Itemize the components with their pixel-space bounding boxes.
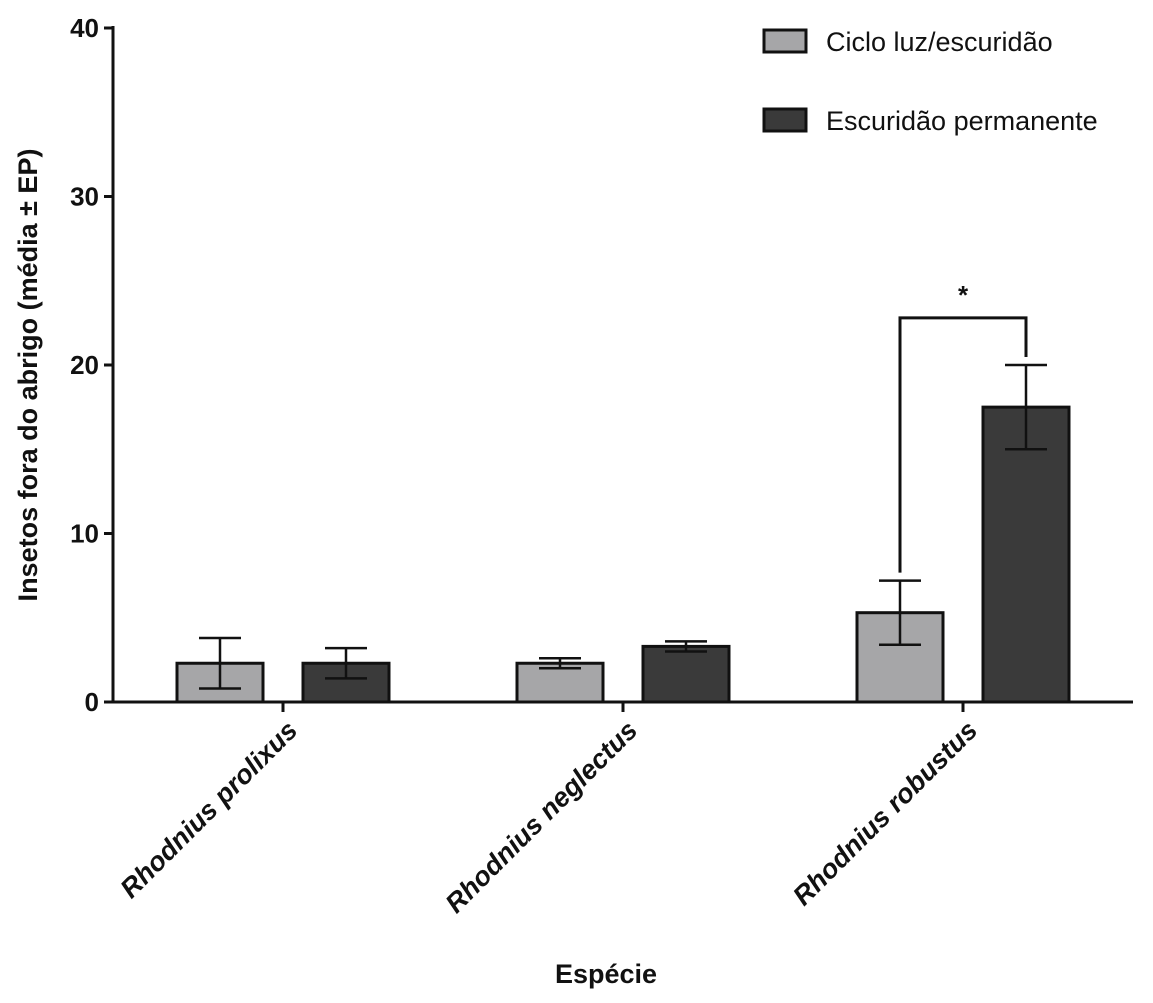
x-tick-label: Rhodnius prolixus: [114, 715, 303, 904]
y-tick-label: 40: [70, 13, 99, 43]
legend-label: Escuridão permanente: [826, 106, 1098, 136]
significance-marker: *: [958, 280, 969, 310]
x-tick-label: Rhodnius neglectus: [440, 715, 644, 919]
significance-bracket: [898, 316, 1028, 573]
y-tick-label: 30: [70, 182, 99, 212]
legend-swatch: [762, 107, 808, 133]
bar: [981, 405, 1071, 704]
legend: Ciclo luz/escuridão Escuridão permanente: [762, 27, 1098, 136]
legend-swatch: [762, 28, 808, 54]
x-axis-ticks: Rhodnius prolixus Rhodnius neglectus Rhodn…: [114, 702, 983, 919]
y-axis-ticks: 0 10 20 30 40: [70, 13, 113, 717]
legend-label: Ciclo luz/escuridão: [826, 27, 1053, 57]
x-tick-label: Rhodnius robustus: [787, 715, 983, 911]
chart-marks: *: [175, 280, 1071, 704]
bar: [515, 661, 605, 704]
y-tick-label: 20: [70, 350, 99, 380]
y-tick-label: 0: [85, 687, 99, 717]
x-axis-title: Espécie: [555, 959, 657, 989]
y-tick-label: 10: [70, 519, 99, 549]
y-axis-title: Insetos fora do abrigo (média ± EP): [13, 149, 43, 602]
bar: [641, 644, 731, 704]
